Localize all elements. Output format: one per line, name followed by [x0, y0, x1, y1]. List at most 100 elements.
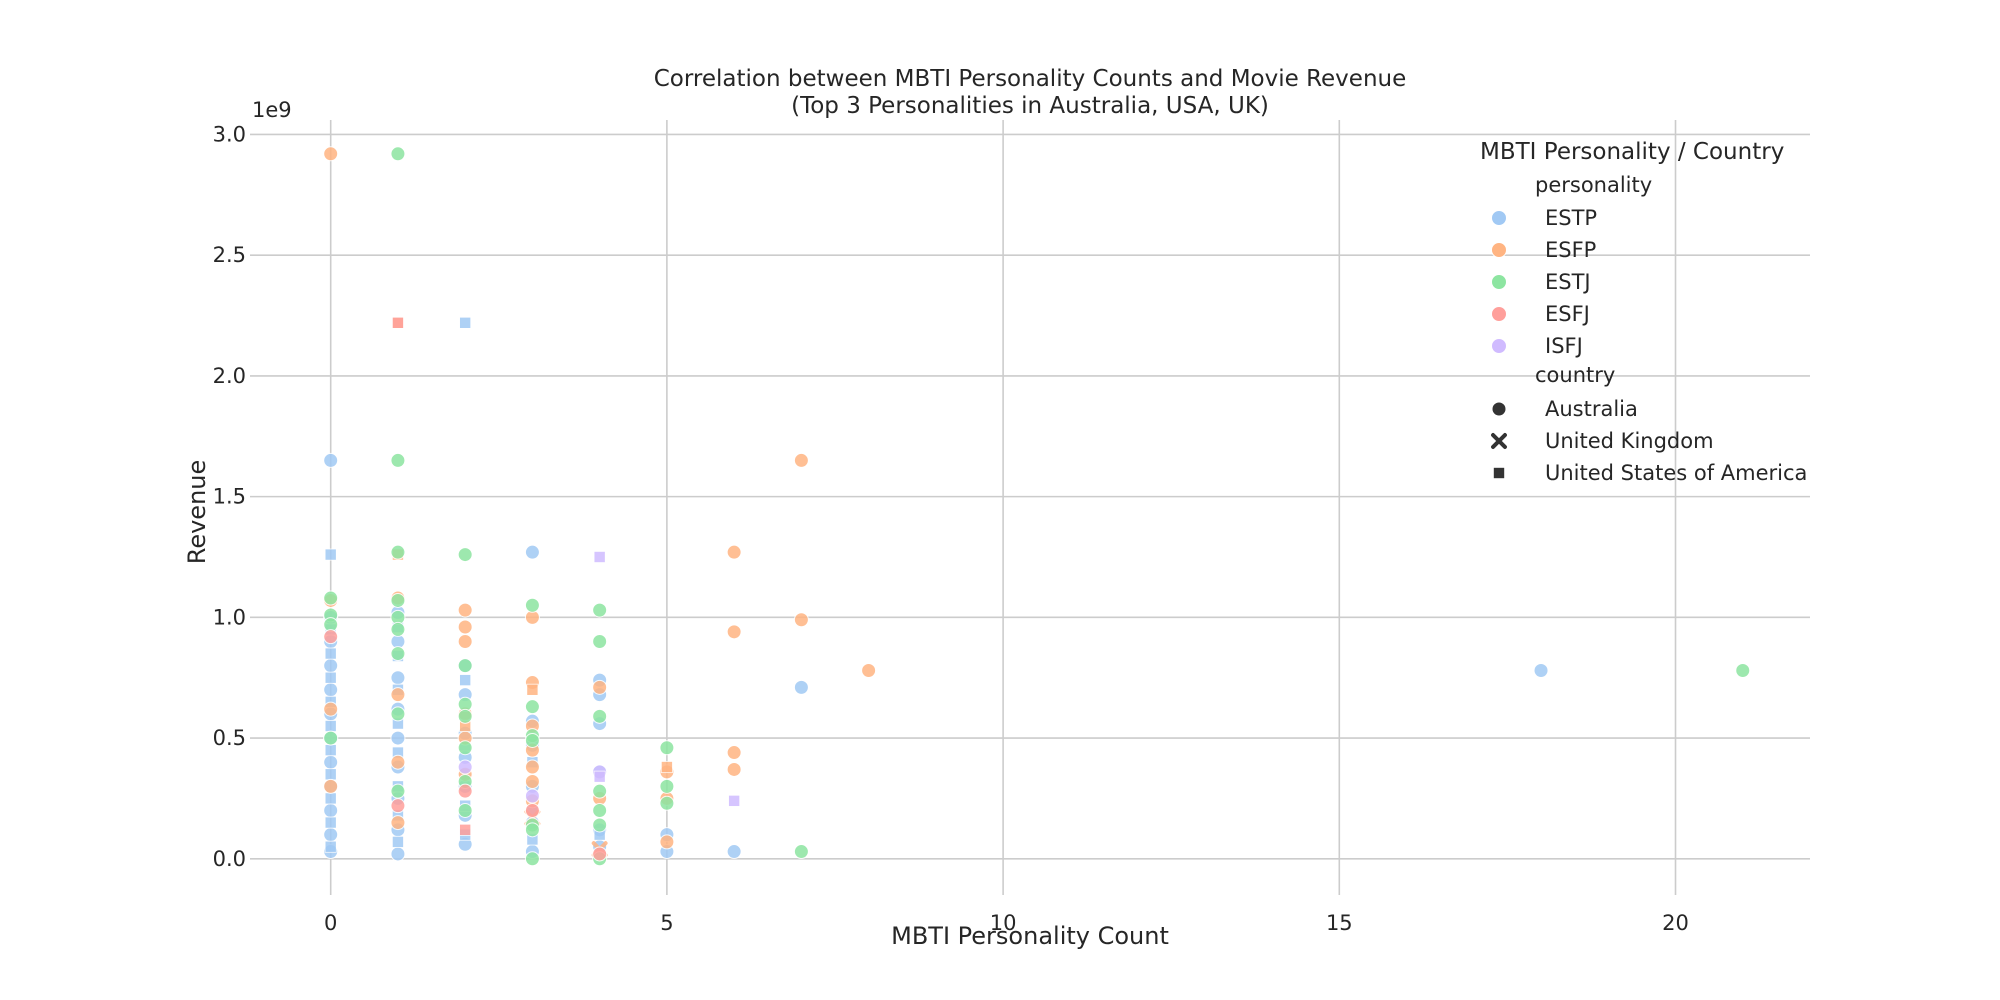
data-point [390, 783, 406, 799]
data-point [323, 452, 339, 468]
data-point [524, 732, 540, 748]
x-axis-label: MBTI Personality Count [891, 922, 1169, 950]
y-axis-label: Revenue [183, 460, 211, 565]
y-tick-label: 2.5 [213, 243, 246, 267]
y-tick-label: 2.0 [213, 364, 246, 388]
data-point [324, 840, 337, 853]
data-point [459, 823, 472, 836]
data-point [726, 544, 742, 560]
data-point [524, 851, 540, 867]
data-point [390, 730, 406, 746]
legend-marker-square [1493, 466, 1506, 479]
legend-marker-esfp [1491, 242, 1507, 258]
data-point [728, 794, 741, 807]
legend-item-label: ISFJ [1545, 334, 1583, 358]
legend-item-label: ESFP [1545, 238, 1596, 262]
data-point [390, 544, 406, 560]
data-point [390, 670, 406, 686]
data-point [793, 679, 809, 695]
data-point [592, 802, 608, 818]
data-point [592, 633, 608, 649]
data-point [457, 759, 473, 775]
data-point [457, 740, 473, 756]
data-point [1533, 662, 1549, 678]
data-point [659, 740, 675, 756]
data-point [390, 646, 406, 662]
data-point [726, 761, 742, 777]
x-tick-label: 10 [990, 911, 1017, 935]
data-point [524, 699, 540, 715]
legend-marker-x [1491, 433, 1507, 449]
data-point [324, 768, 337, 781]
data-point [324, 647, 337, 660]
data-point [726, 844, 742, 860]
data-point [390, 846, 406, 862]
y-tick-label: 0.0 [213, 847, 246, 871]
y-tick-label: 1.5 [213, 485, 246, 509]
data-point [323, 701, 339, 717]
data-point [457, 547, 473, 563]
legend-title: MBTI Personality / Country [1480, 139, 1784, 165]
data-point [323, 658, 339, 674]
grid-lines [250, 120, 1810, 895]
legend-marker-estp [1491, 210, 1507, 226]
data-point [457, 658, 473, 674]
data-point [390, 687, 406, 703]
y-tick-label: 1.0 [213, 605, 246, 629]
legend-item-label: ESTJ [1545, 270, 1591, 294]
data-point [390, 146, 406, 162]
data-point [524, 822, 540, 838]
data-point [457, 802, 473, 818]
legend-marker-circle [1491, 401, 1507, 417]
legend-marker-isfj [1491, 338, 1507, 354]
data-point [391, 316, 404, 329]
data-point [324, 744, 337, 757]
data-point [861, 662, 877, 678]
data-point [593, 550, 606, 563]
data-point [592, 679, 608, 695]
y-offset-label: 1e9 [252, 98, 292, 122]
legend-country-items: Australia United Kingdom United States of … [1491, 397, 1807, 485]
data-point [592, 817, 608, 833]
legend-marker-estj [1491, 274, 1507, 290]
data-point [459, 674, 472, 687]
legend-style-title: country [1535, 363, 1615, 387]
tick-labels: 0 5 10 15 20 0.0 0.5 1.0 1.5 2.0 2.5 3.0 [213, 122, 1689, 935]
legend: MBTI Personality / Country personality E… [1480, 139, 1807, 485]
data-point [660, 761, 673, 774]
data-point [391, 835, 404, 848]
legend-item-label: United States of America [1545, 461, 1807, 485]
data-point [726, 624, 742, 640]
data-point [457, 633, 473, 649]
data-point [457, 783, 473, 799]
data-point [390, 621, 406, 637]
x-tick-label: 15 [1326, 911, 1353, 935]
data-point [324, 719, 337, 732]
data-point [793, 844, 809, 860]
legend-item-label: Australia [1545, 397, 1638, 421]
data-point [524, 788, 540, 804]
data-point [592, 708, 608, 724]
data-points [323, 146, 1751, 867]
chart-title: Correlation between MBTI Personality Cou… [654, 66, 1407, 92]
data-point [659, 834, 675, 850]
data-point [323, 682, 339, 698]
data-point [390, 815, 406, 831]
data-point [323, 590, 339, 606]
legend-hue-title: personality [1535, 173, 1652, 197]
y-tick-label: 0.5 [213, 726, 246, 750]
data-point [524, 759, 540, 775]
data-point [1735, 662, 1751, 678]
legend-item-label: ESFJ [1545, 302, 1590, 326]
data-point [592, 602, 608, 618]
data-point [457, 602, 473, 618]
data-point [457, 708, 473, 724]
data-point [323, 802, 339, 818]
data-point [323, 827, 339, 843]
data-point [524, 544, 540, 560]
data-point [390, 706, 406, 722]
data-point [592, 846, 608, 862]
chart-subtitle: (Top 3 Personalities in Australia, USA, … [791, 93, 1269, 119]
data-point [324, 816, 337, 829]
